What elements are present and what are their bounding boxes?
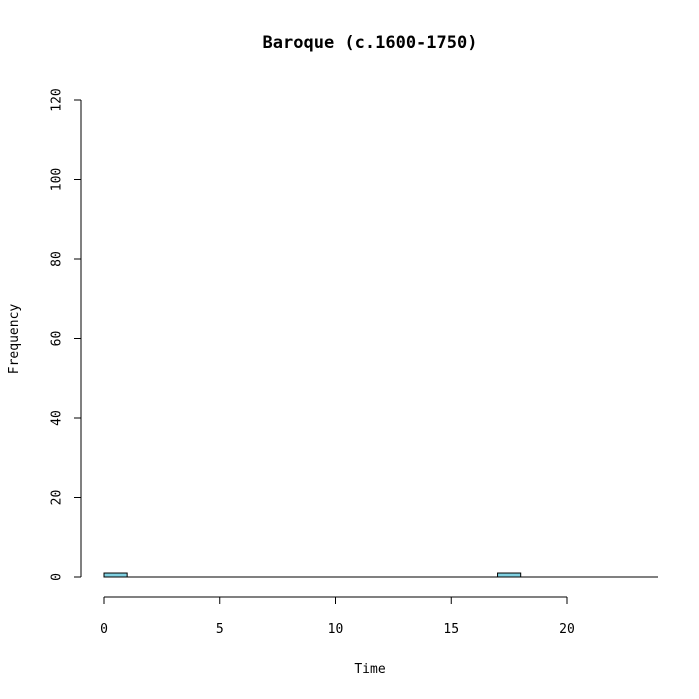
plot-area (103, 572, 658, 578)
x-tick-label: 10 (328, 622, 344, 637)
y-axis-label: Frequency (7, 304, 22, 375)
x-axis: 0 5 10 15 20 (100, 596, 575, 637)
x-tick-label: 15 (443, 622, 459, 637)
y-tick-label: 100 (50, 168, 65, 191)
y-axis: 0 20 40 60 80 100 120 (50, 88, 82, 581)
y-tick-label: 120 (50, 88, 65, 111)
x-tick-label: 5 (216, 622, 224, 637)
x-tick-label: 0 (100, 622, 108, 637)
y-tick-label: 60 (50, 331, 65, 347)
x-axis-label: Time (354, 662, 385, 677)
x-tick-label: 20 (559, 622, 575, 637)
y-tick-label: 0 (50, 573, 65, 581)
y-tick-label: 80 (50, 251, 65, 267)
histogram-bar (103, 572, 128, 578)
chart-title: Baroque (c.1600-1750) (263, 33, 478, 53)
histogram-bar (497, 572, 522, 578)
y-tick-label: 40 (50, 410, 65, 426)
y-tick-label: 20 (50, 490, 65, 506)
